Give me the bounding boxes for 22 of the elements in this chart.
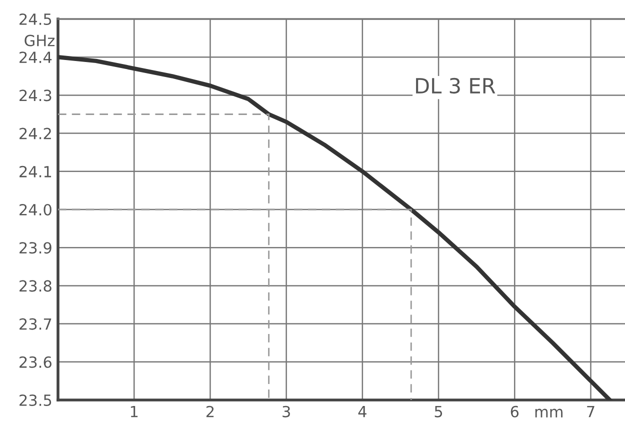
y-tick-label: 24.3 [20, 90, 52, 102]
x-axis-title: mm [535, 408, 562, 418]
y-tick-label: 24.0 [20, 204, 52, 216]
x-tick-label: 1 [130, 406, 138, 418]
y-tick-label: 23.6 [20, 356, 52, 368]
y-tick-label: 24.2 [20, 128, 51, 140]
annotation: DL 3 ER [416, 78, 496, 94]
y-tick-label: 24.1 [20, 166, 52, 178]
y-tick-label: 23.8 [20, 280, 52, 292]
line-series [58, 55, 612, 400]
x-tick-label: 2 [206, 406, 214, 418]
y-axis-title: GHz [24, 34, 55, 46]
x-tick-label: 7 [587, 406, 594, 418]
y-tick-label: 23.9 [20, 242, 52, 254]
x-tick-label: 3 [282, 406, 290, 418]
y-tick-label: 23.5 [20, 394, 52, 406]
x-tick-label: 4 [358, 406, 366, 418]
y-tick-label: 23.7 [20, 318, 52, 330]
x-tick-label: 6 [510, 406, 519, 418]
y-tick-label: 24.4 [20, 52, 52, 63]
y-tick-label: 24.5 [20, 13, 52, 26]
x-tick-label: 5 [434, 406, 442, 418]
